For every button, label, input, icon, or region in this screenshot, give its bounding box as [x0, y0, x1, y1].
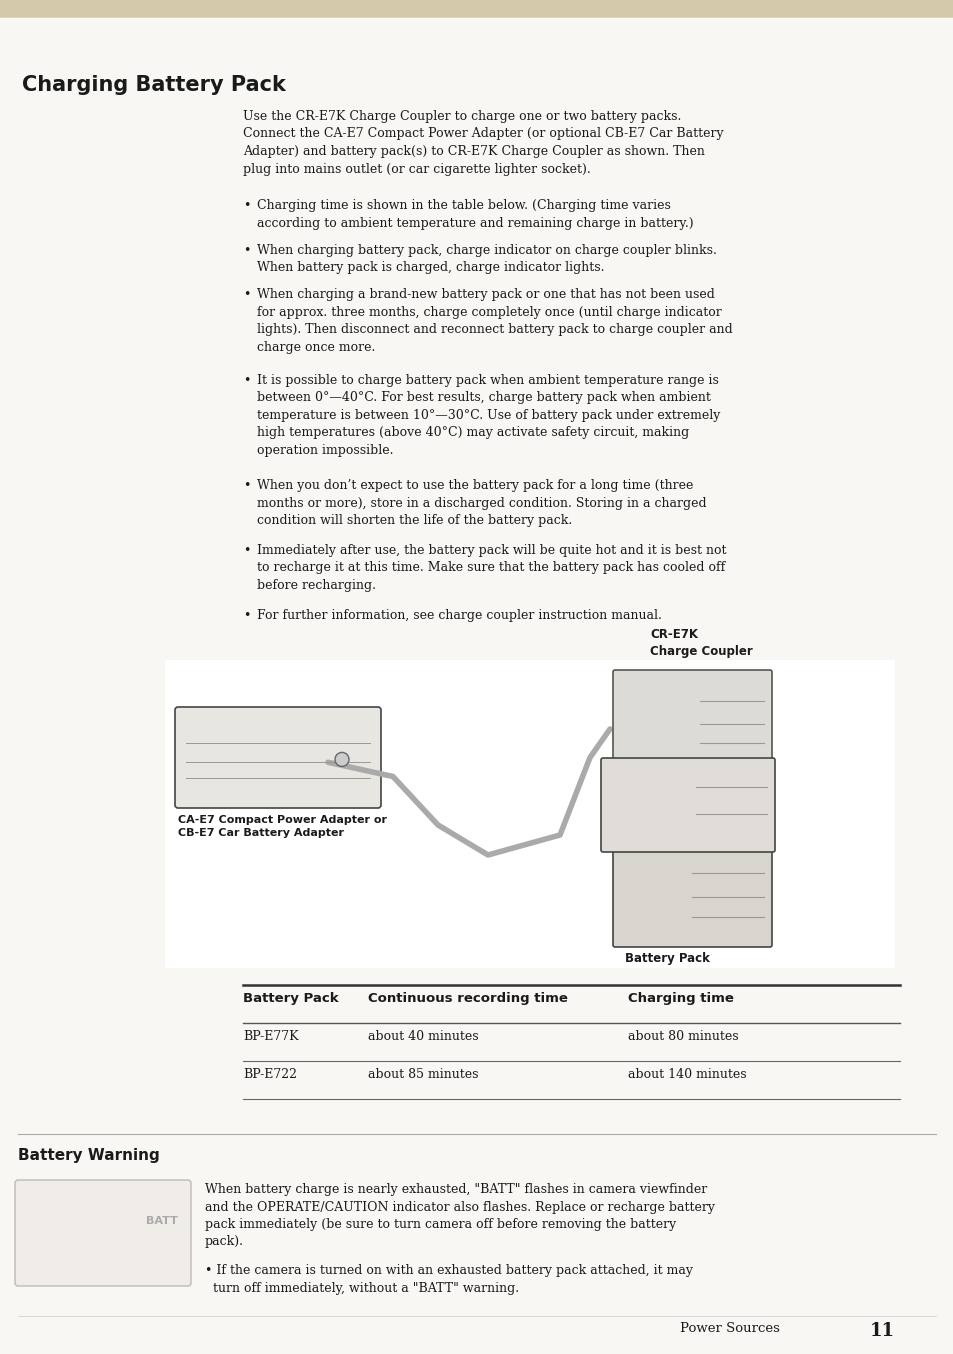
Text: •: •	[243, 479, 250, 492]
Text: Battery Pack: Battery Pack	[624, 952, 709, 965]
Text: •: •	[243, 544, 250, 556]
Text: It is possible to charge battery pack when ambient temperature range is
between : It is possible to charge battery pack wh…	[256, 374, 720, 456]
Text: BATT: BATT	[146, 1216, 178, 1225]
Text: For further information, see charge coupler instruction manual.: For further information, see charge coup…	[256, 609, 661, 621]
Circle shape	[335, 753, 349, 766]
Text: •: •	[243, 609, 250, 621]
Text: When battery charge is nearly exhausted, "BATT" flashes in camera viewfinder
and: When battery charge is nearly exhausted,…	[205, 1183, 714, 1248]
Text: CA-E7 Compact Power Adapter or
CB-E7 Car Battery Adapter: CA-E7 Compact Power Adapter or CB-E7 Car…	[178, 815, 387, 838]
Text: When charging a brand-new battery pack or one that has not been used
for approx.: When charging a brand-new battery pack o…	[256, 288, 732, 353]
FancyBboxPatch shape	[174, 707, 380, 808]
FancyBboxPatch shape	[600, 758, 774, 852]
FancyBboxPatch shape	[613, 844, 771, 946]
Text: Charging time is shown in the table below. (Charging time varies
according to am: Charging time is shown in the table belo…	[256, 199, 693, 230]
Text: about 140 minutes: about 140 minutes	[627, 1068, 746, 1080]
FancyBboxPatch shape	[15, 1179, 191, 1286]
Text: about 40 minutes: about 40 minutes	[368, 1030, 478, 1043]
Text: about 85 minutes: about 85 minutes	[368, 1068, 478, 1080]
Text: BP-E77K: BP-E77K	[243, 1030, 298, 1043]
Text: Continuous recording time: Continuous recording time	[368, 992, 567, 1005]
Text: •: •	[243, 199, 250, 213]
Text: •: •	[243, 244, 250, 257]
Text: BP-E722: BP-E722	[243, 1068, 296, 1080]
Text: 11: 11	[869, 1322, 894, 1340]
Text: Power Sources: Power Sources	[679, 1322, 779, 1335]
Text: •: •	[243, 374, 250, 387]
FancyBboxPatch shape	[613, 670, 771, 769]
Text: Battery Pack: Battery Pack	[243, 992, 338, 1005]
Text: Charging Battery Pack: Charging Battery Pack	[22, 74, 286, 95]
Text: CR-E7K
Charge Coupler: CR-E7K Charge Coupler	[649, 628, 752, 658]
Text: Use the CR-E7K Charge Coupler to charge one or two battery packs.
Connect the CA: Use the CR-E7K Charge Coupler to charge …	[243, 110, 723, 176]
Text: •: •	[243, 288, 250, 302]
Text: Battery Warning: Battery Warning	[18, 1148, 159, 1163]
Text: Immediately after use, the battery pack will be quite hot and it is best not
to : Immediately after use, the battery pack …	[256, 544, 726, 592]
Text: about 80 minutes: about 80 minutes	[627, 1030, 738, 1043]
Text: Charging time: Charging time	[627, 992, 733, 1005]
Text: When you don’t expect to use the battery pack for a long time (three
months or m: When you don’t expect to use the battery…	[256, 479, 706, 527]
Bar	[0, 0, 953, 18]
Text: • If the camera is turned on with an exhausted battery pack attached, it may
  t: • If the camera is turned on with an exh…	[205, 1265, 692, 1294]
Text: When charging battery pack, charge indicator on charge coupler blinks.
When batt: When charging battery pack, charge indic…	[256, 244, 716, 275]
Bar	[165, 659, 894, 968]
